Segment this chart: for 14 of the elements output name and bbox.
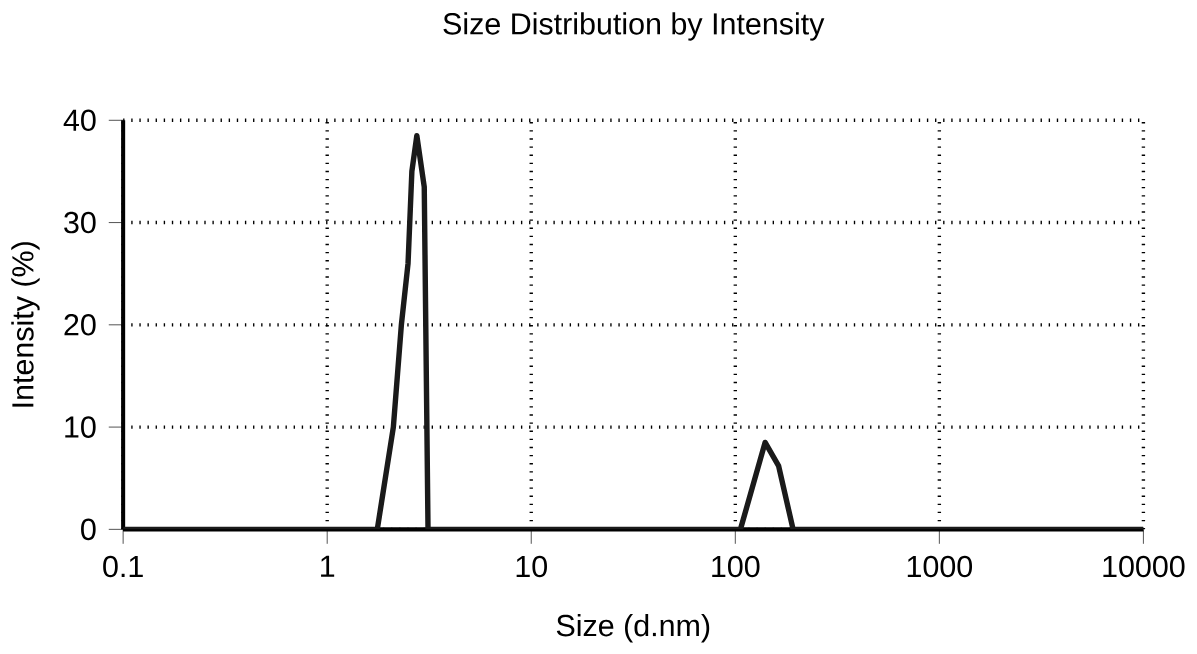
y-tick-label: 0 [81,518,96,541]
y-axis-title: Intensity (%) [11,242,40,407]
x-tick-label: 1 [321,555,335,577]
x-axis-title: Size (d.nm) [556,614,710,643]
x-tick-label: 1000 [907,555,973,578]
y-tick-label: 20 [64,314,96,336]
chart-title: Size Distribution by Intensity [443,12,825,41]
x-tick-label: 0.1 [103,555,143,578]
x-tick-label: 10 [516,555,547,578]
x-tick-label: 100 [712,555,760,578]
y-tick-label: 30 [64,211,96,234]
y-tick-label: 10 [65,416,96,439]
y-tick-label: 40 [63,109,96,132]
x-tick-label: 10000 [1103,555,1185,578]
